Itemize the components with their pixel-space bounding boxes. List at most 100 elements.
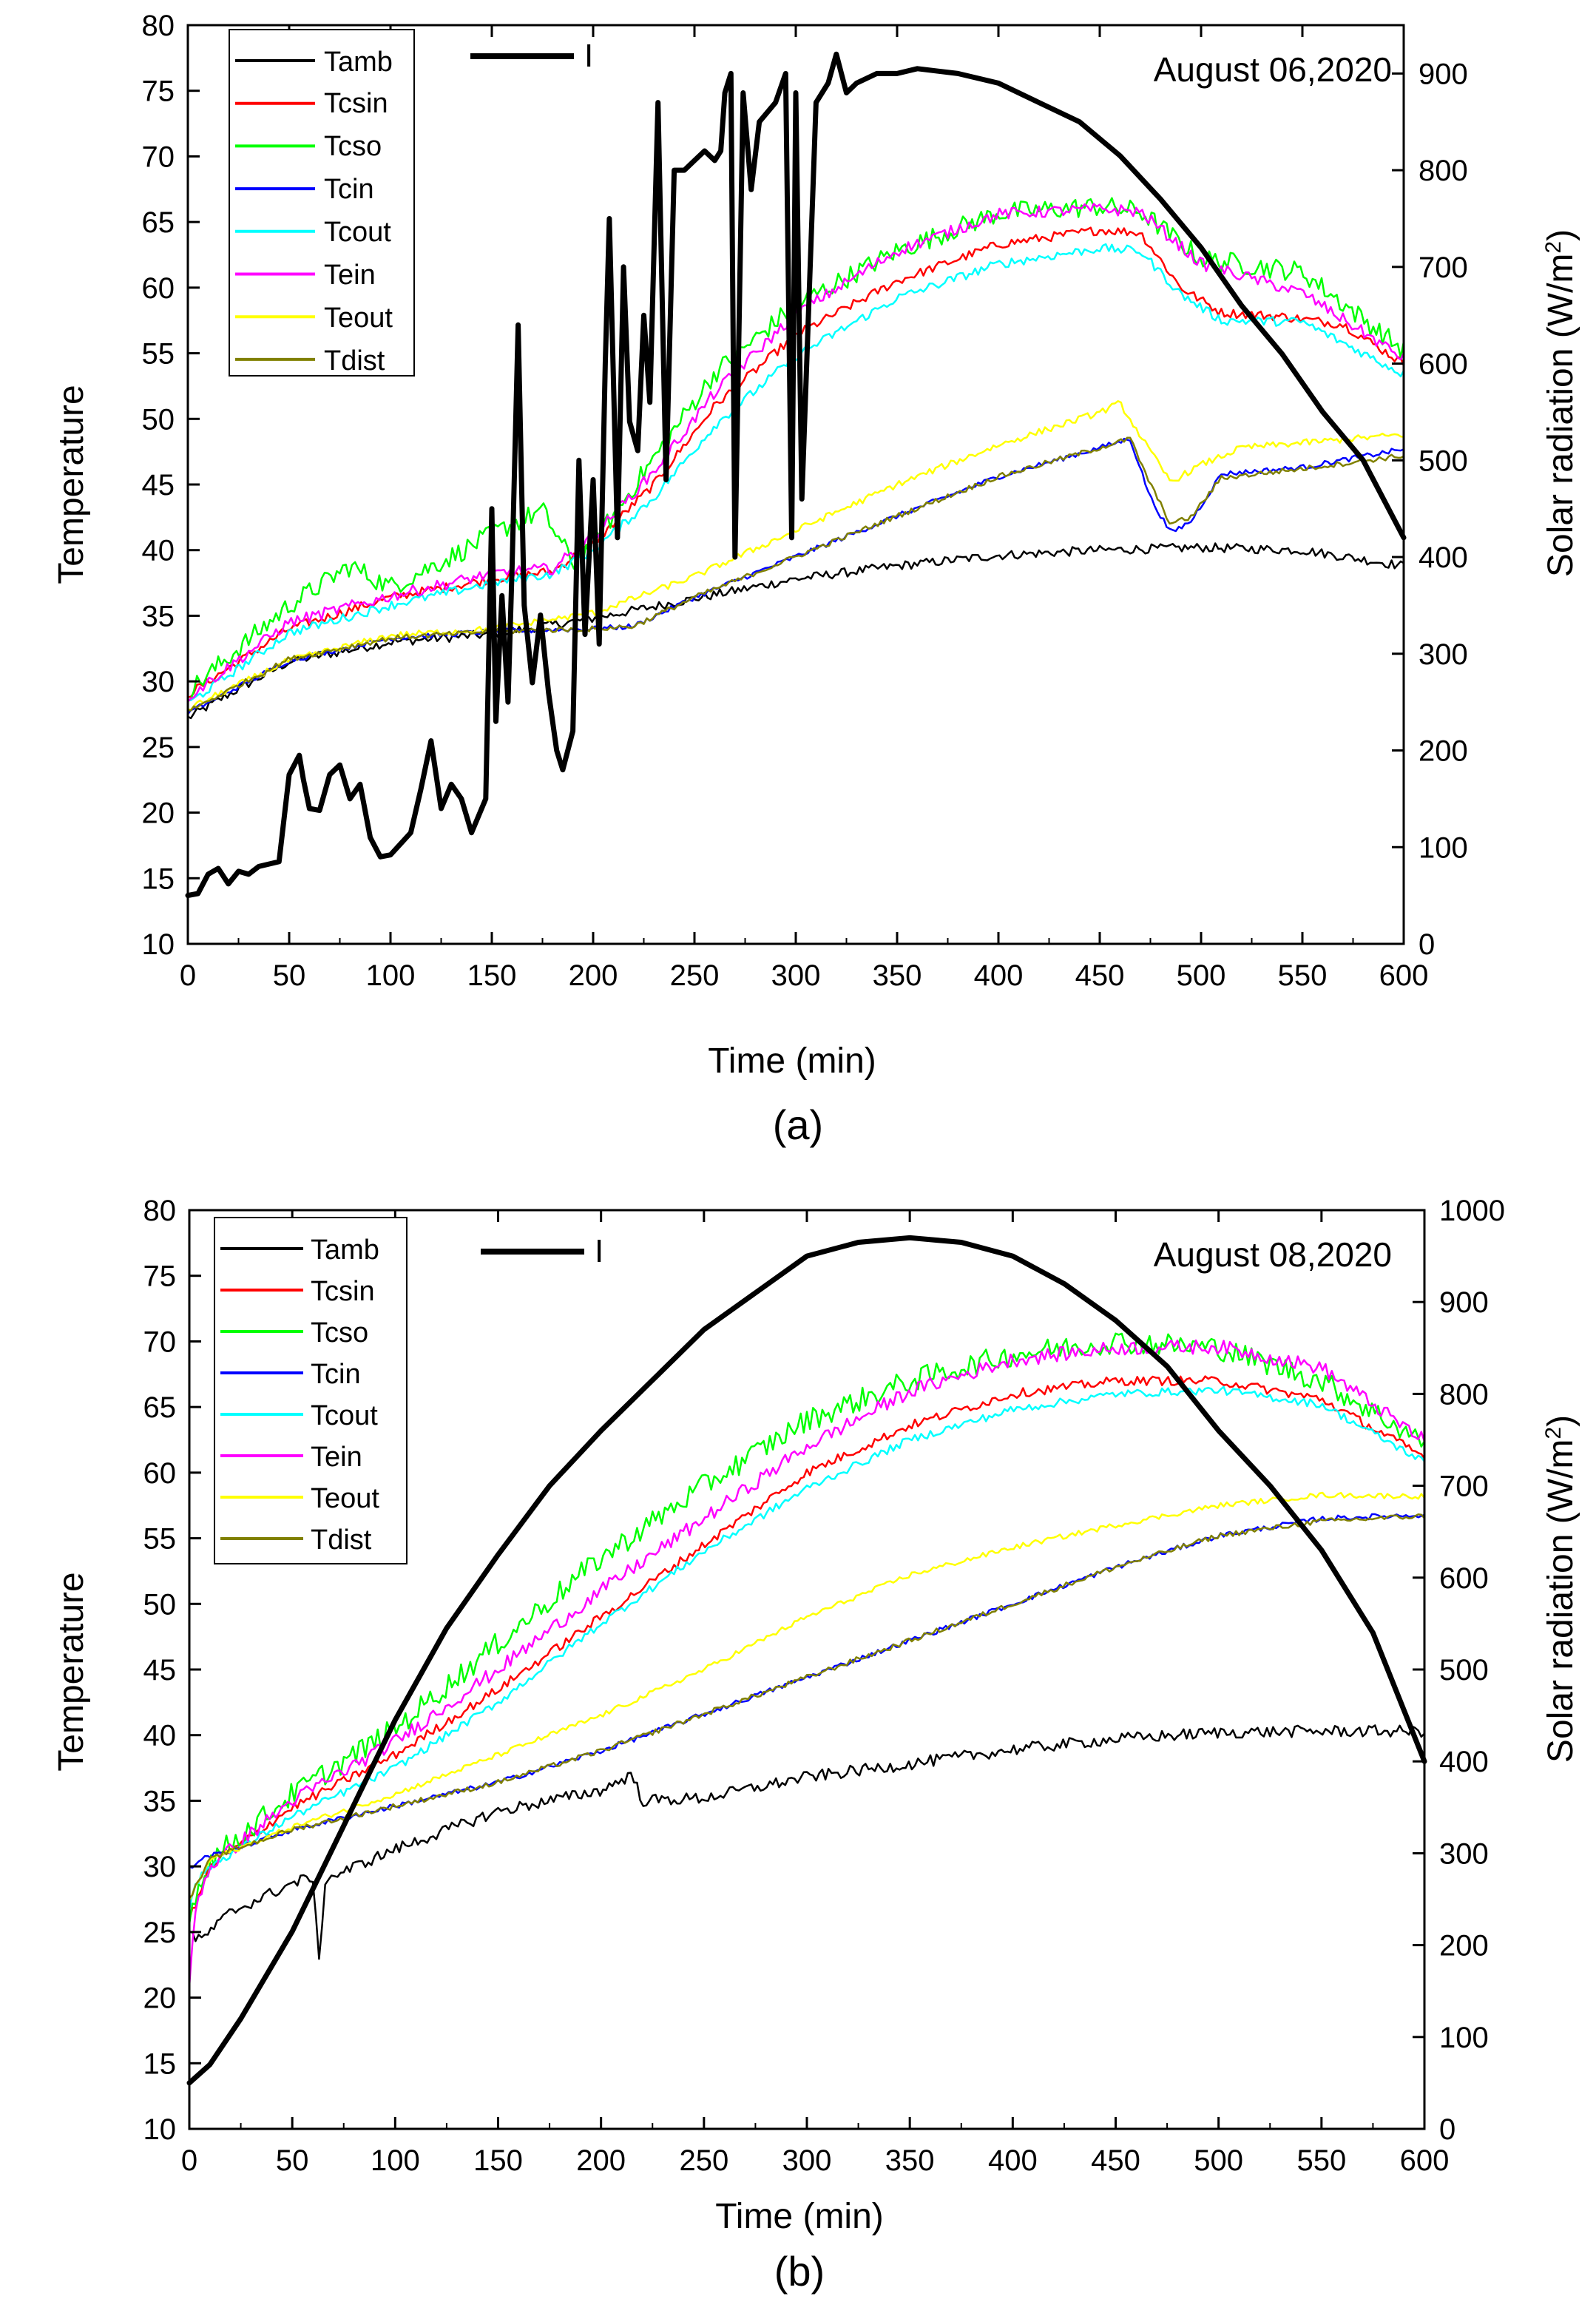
date-label-a: August 06,2020 [1154, 50, 1392, 89]
y-tick-label-a-7: 45 [142, 469, 175, 502]
y-tick-label-b-12: 70 [143, 1326, 177, 1358]
x-tick-label-a-8: 400 [974, 959, 1024, 992]
y2-tick-label-b-3: 300 [1439, 1837, 1489, 1870]
x-tick-label-b-7: 350 [885, 2144, 935, 2177]
y2-axis-title-a: Solar radiation (W/m2) [1541, 229, 1581, 577]
series-line-b-tcso [188, 1332, 1426, 1925]
series-group-a [185, 51, 1407, 899]
x-tick-label-b-1: 50 [276, 2144, 309, 2177]
x-tick-label-b-0: 0 [181, 2144, 197, 2177]
y-tick-label-b-13: 75 [143, 1260, 177, 1293]
series-line-a-teout [186, 400, 1405, 711]
y-tick-label-a-4: 30 [142, 666, 175, 698]
y-tick-label-a-3: 25 [142, 732, 175, 764]
ticks-group-b: 0 50 100 150 200 250 300 350 400 450 500 550 6001015… [143, 1195, 1505, 2177]
x-tick-label-b-3: 150 [473, 2144, 523, 2177]
legend-label-b-0: Tamb [311, 1235, 379, 1266]
x-tick-label-a-0: 0 [180, 959, 196, 992]
y2-tick-label-b-6: 600 [1439, 1562, 1489, 1595]
legend-label-a-5: Tein [324, 260, 376, 291]
y-tick-label-b-10: 60 [143, 1457, 177, 1490]
y-tick-label-a-12: 70 [142, 141, 175, 173]
series-line-a-tamb [186, 542, 1405, 720]
x-tick-label-b-9: 450 [1091, 2144, 1140, 2177]
y-tick-label-a-8: 50 [142, 403, 175, 436]
y-tick-label-a-1: 15 [142, 862, 175, 895]
panel-label-a: (a) [773, 1101, 823, 1148]
series-line-b-tdist [188, 1513, 1426, 1900]
x-tick-label-a-3: 150 [467, 959, 517, 992]
y-tick-label-b-14: 80 [143, 1195, 177, 1227]
y2-axis-title-a-sup: 2 [1541, 241, 1566, 254]
y2-tick-label-b-0: 0 [1439, 2113, 1455, 2146]
y2-tick-label-b-5: 500 [1439, 1654, 1489, 1687]
x-tick-label-a-2: 100 [366, 959, 416, 992]
date-label-b: August 08,2020 [1154, 1235, 1392, 1274]
y2-tick-label-a-7: 700 [1419, 251, 1468, 284]
chart-panel-b: 0 50 100 150 200 250 300 350 400 450 500 550 6001015… [52, 1195, 1580, 2295]
x-tick-label-a-7: 350 [873, 959, 922, 992]
y2-tick-label-a-6: 600 [1419, 348, 1468, 381]
y2-tick-label-b-8: 800 [1439, 1378, 1489, 1411]
series-line-b-tein [188, 1339, 1426, 1988]
y2-axis-title-b-sup: 2 [1541, 1427, 1566, 1439]
y2-tick-label-b-9: 900 [1439, 1286, 1489, 1319]
y-tick-label-b-11: 65 [143, 1391, 177, 1424]
legend-label-a-3: Tcin [324, 174, 374, 205]
y2-axis-title-b: Solar radiation (W/m2) [1541, 1415, 1581, 1763]
x-tick-label-b-11: 550 [1296, 2144, 1346, 2177]
y-tick-label-b-7: 45 [143, 1654, 177, 1687]
y-tick-label-a-2: 20 [142, 797, 175, 830]
x-tick-label-b-10: 500 [1194, 2144, 1243, 2177]
y-tick-label-a-11: 65 [142, 206, 175, 239]
legend-label-a-I: I [584, 38, 593, 74]
y2-axis-title-b-main: Solar radiation (W/m [1541, 1439, 1580, 1763]
y-tick-label-a-0: 10 [142, 928, 175, 961]
y-tick-label-b-4: 30 [143, 1851, 177, 1883]
y-tick-label-b-1: 15 [143, 2048, 177, 2080]
series-line-b-tamb [188, 1724, 1426, 1960]
x-tick-label-a-1: 50 [273, 959, 306, 992]
legend-lines-b [220, 1247, 303, 1540]
legend-a: Tamb Tcsin Tcso Tcin Tcout Tein Teout Td… [229, 29, 415, 377]
legend-b: Tamb Tcsin Tcso Tcin Tcout Tein Teout Td… [214, 1217, 408, 1564]
x-tick-label-b-6: 300 [782, 2144, 832, 2177]
y2-tick-label-a-0: 0 [1419, 928, 1435, 961]
y2-tick-label-b-10: 1000 [1439, 1195, 1505, 1227]
y-axis-title-b: Temperature [52, 1572, 91, 1771]
chart-panel-a: 0 50 100 150 200 250 300 350 400 450 500 550 6001015… [52, 10, 1580, 1148]
y-tick-label-b-8: 50 [143, 1588, 177, 1621]
y2-tick-label-b-4: 400 [1439, 1746, 1489, 1778]
x-tick-label-b-12: 600 [1400, 2144, 1450, 2177]
y2-tick-label-b-1: 100 [1439, 2022, 1489, 2054]
x-tick-label-a-12: 600 [1379, 959, 1429, 992]
y-tick-label-a-9: 55 [142, 338, 175, 371]
legend-label-a-4: Tcout [324, 217, 391, 248]
panel-label-b: (b) [774, 2248, 825, 2295]
y2-tick-label-a-5: 500 [1419, 445, 1468, 477]
legend-label-a-1: Tcsin [324, 88, 388, 119]
legend-label-a-2: Tcso [324, 131, 382, 162]
legend-label-b-I: I [595, 1233, 603, 1269]
x-tick-label-a-5: 250 [670, 959, 720, 992]
legend-label-b-1: Tcsin [311, 1276, 375, 1307]
y-tick-label-b-9: 55 [143, 1523, 177, 1556]
x-tick-label-b-4: 200 [576, 2144, 626, 2177]
legend-label-a-6: Teout [324, 303, 393, 334]
y2-tick-label-a-9: 900 [1419, 58, 1468, 90]
y2-axis-title-a-main: Solar radiation (W/m [1541, 254, 1580, 577]
legend-label-b-7: Tdist [311, 1525, 372, 1556]
series-line-a-i [185, 51, 1407, 899]
y-tick-label-b-5: 35 [143, 1785, 177, 1817]
y2-axis-title-a-close: ) [1541, 229, 1580, 241]
x-tick-label-a-10: 500 [1177, 959, 1226, 992]
y-tick-label-a-14: 80 [142, 10, 175, 42]
legend-box-b [214, 1217, 408, 1564]
legend-label-b-3: Tcin [311, 1359, 361, 1390]
legend-label-b-2: Tcso [311, 1317, 368, 1348]
y2-tick-label-a-2: 200 [1419, 735, 1468, 768]
legend-label-a-7: Tdist [324, 345, 385, 377]
y-tick-label-a-5: 35 [142, 600, 175, 632]
legend-label-a-0: Tamb [324, 47, 393, 78]
